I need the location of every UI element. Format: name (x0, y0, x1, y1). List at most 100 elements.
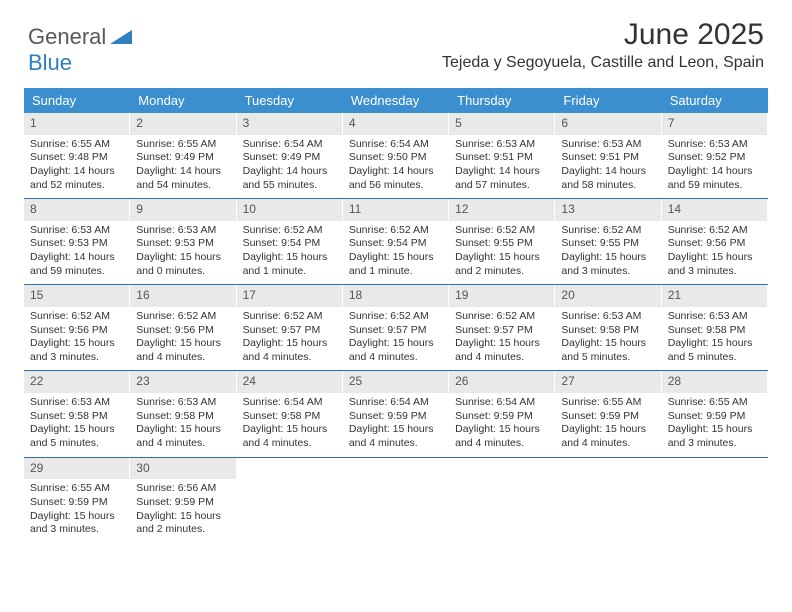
sunset-line: Sunset: 9:57 PM (243, 324, 337, 338)
sunset-line: Sunset: 9:54 PM (243, 237, 337, 251)
calendar-cell: 1Sunrise: 6:55 AMSunset: 9:48 PMDaylight… (24, 113, 130, 198)
sunrise-line: Sunrise: 6:55 AM (136, 138, 230, 152)
sunset-line: Sunset: 9:59 PM (668, 410, 762, 424)
daylight-line: Daylight: 15 hours and 4 minutes. (349, 337, 443, 364)
calendar-cell: 28Sunrise: 6:55 AMSunset: 9:59 PMDayligh… (662, 371, 768, 456)
calendar-cell: 2Sunrise: 6:55 AMSunset: 9:49 PMDaylight… (130, 113, 236, 198)
cell-body: Sunrise: 6:53 AMSunset: 9:58 PMDaylight:… (24, 393, 130, 457)
calendar-cell: 19Sunrise: 6:52 AMSunset: 9:57 PMDayligh… (449, 285, 555, 370)
sunrise-line: Sunrise: 6:55 AM (30, 138, 124, 152)
header: General Blue June 2025 Tejeda y Segoyuel… (0, 0, 792, 80)
cell-body: Sunrise: 6:52 AMSunset: 9:57 PMDaylight:… (343, 307, 449, 371)
sunrise-line: Sunrise: 6:52 AM (243, 310, 337, 324)
sunset-line: Sunset: 9:55 PM (561, 237, 655, 251)
daylight-line: Daylight: 15 hours and 4 minutes. (136, 337, 230, 364)
calendar-cell: 20Sunrise: 6:53 AMSunset: 9:58 PMDayligh… (555, 285, 661, 370)
sunrise-line: Sunrise: 6:53 AM (668, 310, 762, 324)
calendar-week: 22Sunrise: 6:53 AMSunset: 9:58 PMDayligh… (24, 371, 768, 457)
day-number: 30 (130, 458, 236, 480)
daylight-line: Daylight: 15 hours and 5 minutes. (668, 337, 762, 364)
daylight-line: Daylight: 15 hours and 3 minutes. (30, 337, 124, 364)
calendar-week: 29Sunrise: 6:55 AMSunset: 9:59 PMDayligh… (24, 458, 768, 543)
sunset-line: Sunset: 9:59 PM (30, 496, 124, 510)
day-number: 28 (662, 371, 768, 393)
sunset-line: Sunset: 9:58 PM (243, 410, 337, 424)
calendar-cell: 29Sunrise: 6:55 AMSunset: 9:59 PMDayligh… (24, 458, 130, 543)
cell-body: Sunrise: 6:53 AMSunset: 9:58 PMDaylight:… (555, 307, 661, 371)
sunset-line: Sunset: 9:50 PM (349, 151, 443, 165)
daylight-line: Daylight: 15 hours and 1 minute. (349, 251, 443, 278)
day-number: 29 (24, 458, 130, 480)
calendar-cell: 27Sunrise: 6:55 AMSunset: 9:59 PMDayligh… (555, 371, 661, 456)
sunrise-line: Sunrise: 6:52 AM (30, 310, 124, 324)
day-number: 13 (555, 199, 661, 221)
cell-body: Sunrise: 6:55 AMSunset: 9:59 PMDaylight:… (555, 393, 661, 457)
cell-body: Sunrise: 6:54 AMSunset: 9:59 PMDaylight:… (449, 393, 555, 457)
daylight-line: Daylight: 15 hours and 5 minutes. (561, 337, 655, 364)
calendar-cell: 9Sunrise: 6:53 AMSunset: 9:53 PMDaylight… (130, 199, 236, 284)
cell-body: Sunrise: 6:53 AMSunset: 9:53 PMDaylight:… (24, 221, 130, 285)
sunset-line: Sunset: 9:58 PM (136, 410, 230, 424)
daylight-line: Daylight: 14 hours and 59 minutes. (30, 251, 124, 278)
calendar-cell: 21Sunrise: 6:53 AMSunset: 9:58 PMDayligh… (662, 285, 768, 370)
calendar-cell: 5Sunrise: 6:53 AMSunset: 9:51 PMDaylight… (449, 113, 555, 198)
daylight-line: Daylight: 14 hours and 58 minutes. (561, 165, 655, 192)
sunrise-line: Sunrise: 6:54 AM (349, 396, 443, 410)
cell-body: Sunrise: 6:53 AMSunset: 9:58 PMDaylight:… (662, 307, 768, 371)
calendar-cell (237, 458, 343, 543)
logo-triangle-icon (110, 28, 132, 44)
sunset-line: Sunset: 9:57 PM (455, 324, 549, 338)
day-header: Saturday (662, 88, 768, 113)
daylight-line: Daylight: 15 hours and 3 minutes. (668, 251, 762, 278)
calendar-week: 8Sunrise: 6:53 AMSunset: 9:53 PMDaylight… (24, 199, 768, 285)
daylight-line: Daylight: 15 hours and 5 minutes. (30, 423, 124, 450)
sunset-line: Sunset: 9:55 PM (455, 237, 549, 251)
daylight-line: Daylight: 14 hours and 55 minutes. (243, 165, 337, 192)
day-number: 11 (343, 199, 449, 221)
cell-body: Sunrise: 6:52 AMSunset: 9:54 PMDaylight:… (237, 221, 343, 285)
sunrise-line: Sunrise: 6:52 AM (243, 224, 337, 238)
sunrise-line: Sunrise: 6:53 AM (561, 138, 655, 152)
cell-body: Sunrise: 6:54 AMSunset: 9:59 PMDaylight:… (343, 393, 449, 457)
day-number: 4 (343, 113, 449, 135)
sunset-line: Sunset: 9:58 PM (30, 410, 124, 424)
day-headers-row: SundayMondayTuesdayWednesdayThursdayFrid… (24, 88, 768, 113)
calendar-cell: 24Sunrise: 6:54 AMSunset: 9:58 PMDayligh… (237, 371, 343, 456)
sunrise-line: Sunrise: 6:52 AM (349, 310, 443, 324)
logo-text: General Blue (28, 24, 132, 76)
sunset-line: Sunset: 9:58 PM (668, 324, 762, 338)
sunset-line: Sunset: 9:59 PM (561, 410, 655, 424)
sunset-line: Sunset: 9:52 PM (668, 151, 762, 165)
daylight-line: Daylight: 15 hours and 0 minutes. (136, 251, 230, 278)
day-number: 12 (449, 199, 555, 221)
cell-body: Sunrise: 6:52 AMSunset: 9:55 PMDaylight:… (555, 221, 661, 285)
calendar-cell: 12Sunrise: 6:52 AMSunset: 9:55 PMDayligh… (449, 199, 555, 284)
cell-body: Sunrise: 6:54 AMSunset: 9:49 PMDaylight:… (237, 135, 343, 199)
cell-body: Sunrise: 6:54 AMSunset: 9:50 PMDaylight:… (343, 135, 449, 199)
daylight-line: Daylight: 15 hours and 3 minutes. (30, 510, 124, 537)
calendar-cell: 4Sunrise: 6:54 AMSunset: 9:50 PMDaylight… (343, 113, 449, 198)
sunrise-line: Sunrise: 6:52 AM (668, 224, 762, 238)
sunset-line: Sunset: 9:59 PM (349, 410, 443, 424)
sunrise-line: Sunrise: 6:53 AM (561, 310, 655, 324)
sunrise-line: Sunrise: 6:55 AM (668, 396, 762, 410)
day-number: 14 (662, 199, 768, 221)
cell-body: Sunrise: 6:53 AMSunset: 9:51 PMDaylight:… (449, 135, 555, 199)
day-number: 16 (130, 285, 236, 307)
day-number: 21 (662, 285, 768, 307)
cell-body: Sunrise: 6:53 AMSunset: 9:58 PMDaylight:… (130, 393, 236, 457)
sunrise-line: Sunrise: 6:53 AM (30, 224, 124, 238)
daylight-line: Daylight: 15 hours and 4 minutes. (561, 423, 655, 450)
day-number: 20 (555, 285, 661, 307)
calendar: SundayMondayTuesdayWednesdayThursdayFrid… (24, 88, 768, 543)
day-number: 23 (130, 371, 236, 393)
daylight-line: Daylight: 15 hours and 1 minute. (243, 251, 337, 278)
sunset-line: Sunset: 9:56 PM (136, 324, 230, 338)
day-number: 1 (24, 113, 130, 135)
logo-word-2: Blue (28, 50, 72, 75)
daylight-line: Daylight: 15 hours and 4 minutes. (136, 423, 230, 450)
sunrise-line: Sunrise: 6:53 AM (455, 138, 549, 152)
sunset-line: Sunset: 9:49 PM (243, 151, 337, 165)
day-number: 15 (24, 285, 130, 307)
sunrise-line: Sunrise: 6:53 AM (136, 396, 230, 410)
